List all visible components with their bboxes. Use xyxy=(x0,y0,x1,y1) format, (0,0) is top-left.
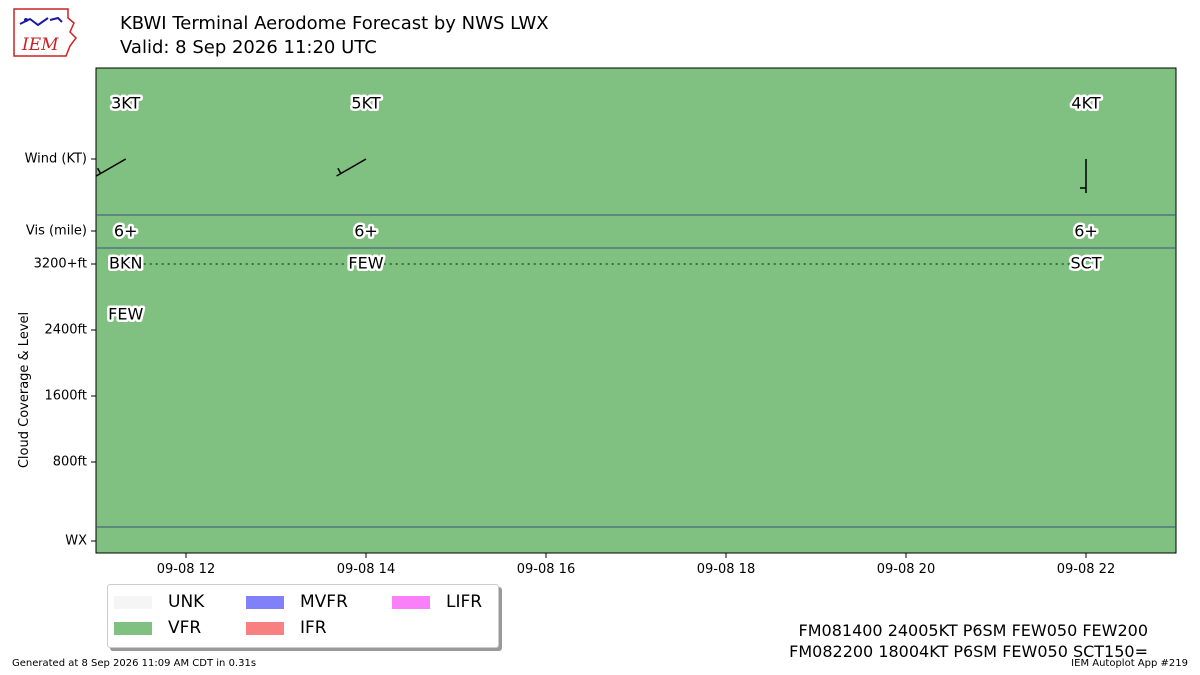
cloud-level-label: 2400ft xyxy=(44,323,87,338)
legend-item: VFR xyxy=(114,618,201,638)
wind-barb-shaft xyxy=(95,158,127,177)
legend-swatch xyxy=(114,621,152,635)
logo-text: IEM xyxy=(21,35,59,55)
wind-speed-label-text: 3KT xyxy=(111,94,140,113)
wind-barb xyxy=(95,158,127,177)
wind-barb xyxy=(1080,159,1087,193)
wind-speed-label-halo: 3KT xyxy=(111,94,140,113)
flight-category-band xyxy=(95,67,1177,554)
visibility-label: 6+6+ xyxy=(352,219,381,243)
legend-item: MVFR xyxy=(246,592,348,612)
row-dividers xyxy=(96,214,1176,528)
cloud-coverage-label-text: BKN xyxy=(109,254,142,273)
wind-speed-label-halo: 5KT xyxy=(351,94,380,113)
cloud-level-label: 1600ft xyxy=(44,389,87,404)
visibility-label: 6+6+ xyxy=(1072,219,1101,243)
cloud-coverage-label-halo: FEW xyxy=(348,254,383,273)
x-tick-label: 09-08 14 xyxy=(337,562,395,577)
iem-logo: IEM xyxy=(13,8,77,57)
x-tick-label: 09-08 20 xyxy=(877,562,935,577)
legend-swatch xyxy=(392,595,430,609)
cloud-coverage-label-halo: FEW xyxy=(108,304,143,323)
taf-text: FM081400 24005KT P6SM FEW050 FEW200 FM08… xyxy=(789,620,1148,662)
forecast-marks: 3KT3KT6+6+BKNBKNFEWFEW5KT5KT6+6+FEWFEW4K… xyxy=(95,91,1104,326)
legend-label: UNK xyxy=(168,592,205,612)
x-tick-label: 09-08 22 xyxy=(1057,562,1115,577)
wind-speed-label-halo: 4KT xyxy=(1071,94,1100,113)
chart-subtitle: Valid: 8 Sep 2026 11:20 UTC xyxy=(120,37,377,58)
legend-label: LIFR xyxy=(446,592,483,612)
wind-speed-label-text: 5KT xyxy=(351,94,380,113)
visibility-label-text: 6+ xyxy=(354,222,378,241)
taf-line: FM081400 24005KT P6SM FEW050 FEW200 xyxy=(798,621,1148,640)
x-tick-label: 09-08 12 xyxy=(157,562,215,577)
legend-item: UNK xyxy=(114,592,204,612)
visibility-label-halo: 6+ xyxy=(354,222,378,241)
x-tick-label: 09-08 16 xyxy=(517,562,575,577)
wind-barb-tick xyxy=(96,167,102,174)
cloud-coverage-label-text: SCT xyxy=(1070,254,1101,273)
vis-row-label: Vis (mile) xyxy=(26,224,87,239)
visibility-label-halo: 6+ xyxy=(114,222,138,241)
cloud-level-label: 800ft xyxy=(53,455,87,470)
legend-item: LIFR xyxy=(392,592,482,612)
wind-barb-tick xyxy=(337,167,342,174)
legend-label: MVFR xyxy=(300,592,348,612)
y-axis: Wind (KT) Vis (mile) 3200+ft 2400ft 1600ft 80… xyxy=(17,152,96,549)
x-tick-label: 09-08 18 xyxy=(697,562,755,577)
y-axis-title: Cloud Coverage & Level xyxy=(17,312,32,468)
legend-swatch xyxy=(114,595,152,609)
cloud-level-label: 3200+ft xyxy=(34,257,87,272)
visibility-label-text: 6+ xyxy=(1074,222,1098,241)
legend-item: IFR xyxy=(246,618,327,638)
generated-timestamp: Generated at 8 Sep 2026 11:09 AM CDT in … xyxy=(12,658,257,669)
legend-swatch xyxy=(246,621,284,635)
wx-row-label: WX xyxy=(65,534,87,549)
cloud-coverage-label-halo: SCT xyxy=(1070,254,1101,273)
legend-label: IFR xyxy=(300,618,327,638)
visibility-label-text: 6+ xyxy=(114,222,138,241)
app-info: IEM Autoplot App #219 xyxy=(1071,658,1188,669)
wind-speed-label-text: 4KT xyxy=(1071,94,1100,113)
cloud-coverage-label-text: FEW xyxy=(348,254,383,273)
taf-chart: 3KT3KT6+6+BKNBKNFEWFEW5KT5KT6+6+FEWFEW4K… xyxy=(17,67,1177,577)
cloud-coverage-label-text: FEW xyxy=(108,304,143,323)
wind-row-label: Wind (KT) xyxy=(25,152,87,167)
legend-swatch xyxy=(246,595,284,609)
wind-barb xyxy=(336,158,367,177)
chart-title: KBWI Terminal Aerodome Forecast by NWS L… xyxy=(120,13,549,34)
cloud-coverage-label-halo: BKN xyxy=(109,254,142,273)
taf-line: FM082200 18004KT P6SM FEW050 SCT150= xyxy=(789,642,1148,661)
legend: UNK VFR MVFR IFR LIFR xyxy=(107,584,499,648)
visibility-label-halo: 6+ xyxy=(1074,222,1098,241)
visibility-label: 6+6+ xyxy=(111,219,140,243)
wind-barb-shaft xyxy=(336,158,367,177)
plot-background xyxy=(95,67,1177,554)
legend-label: VFR xyxy=(168,618,202,638)
x-axis: 09-08 12 09-08 14 09-08 16 09-08 18 09-08 20… xyxy=(157,553,1115,577)
